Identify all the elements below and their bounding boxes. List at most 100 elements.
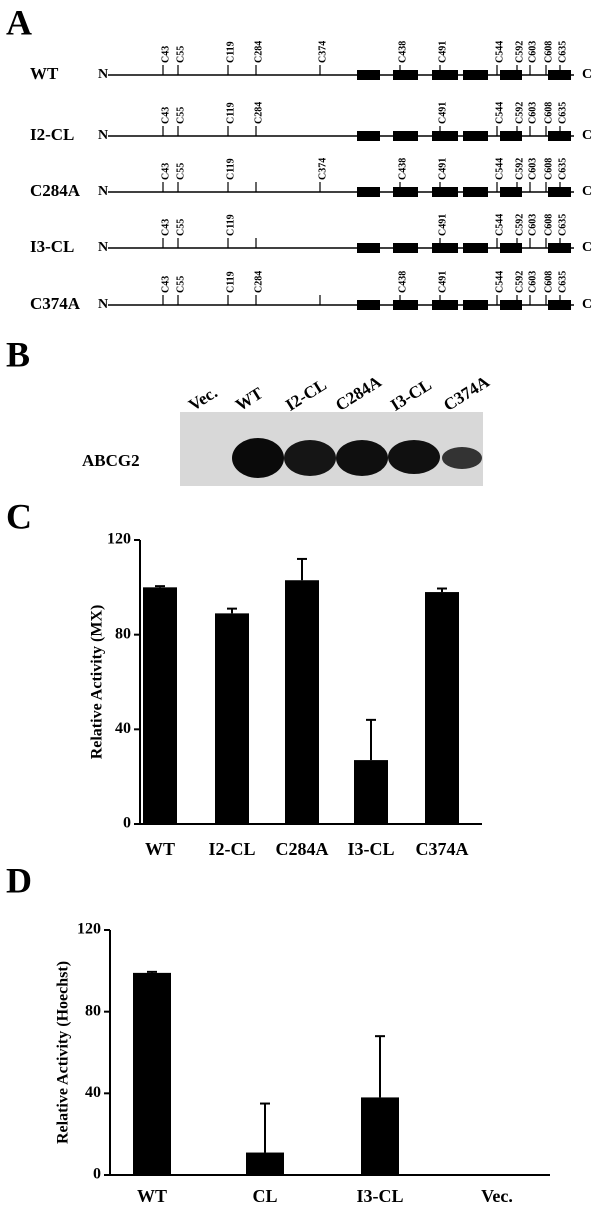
cys-label: C119 bbox=[225, 214, 236, 236]
tm-segment bbox=[432, 187, 458, 197]
bar bbox=[425, 592, 459, 824]
tm-segment bbox=[357, 243, 380, 253]
tm-segment bbox=[393, 243, 418, 253]
blot-protein-label: ABCG2 bbox=[82, 451, 140, 470]
lane-label: C284A bbox=[332, 372, 385, 415]
blot-band bbox=[232, 438, 284, 478]
cys-label: C119 bbox=[225, 102, 236, 124]
tm-segment bbox=[500, 243, 522, 253]
cys-label: C284 bbox=[253, 41, 264, 63]
cys-label: C43 bbox=[160, 276, 171, 293]
construct-name: I3-CL bbox=[30, 237, 74, 256]
n-terminus: N bbox=[98, 240, 108, 255]
cys-label: C608 bbox=[543, 158, 554, 180]
tm-segment bbox=[463, 187, 488, 197]
n-terminus: N bbox=[98, 128, 108, 143]
n-terminus: N bbox=[98, 67, 108, 82]
tm-segment bbox=[500, 70, 522, 80]
cys-label: C438 bbox=[397, 271, 408, 293]
y-axis-label: Relative Activity (MX) bbox=[89, 605, 106, 760]
construct-name: I2-CL bbox=[30, 125, 74, 144]
cys-label: C491 bbox=[437, 41, 448, 63]
cys-label: C119 bbox=[225, 41, 236, 63]
x-tick-label: WT bbox=[137, 1186, 167, 1206]
panel-letter: B bbox=[6, 334, 30, 374]
bar bbox=[285, 580, 319, 824]
tm-segment bbox=[463, 300, 488, 310]
x-tick-label: I3-CL bbox=[347, 839, 394, 859]
cys-label: C55 bbox=[175, 219, 186, 236]
bar bbox=[215, 613, 249, 824]
c-terminus: C bbox=[582, 240, 592, 255]
lane-label: I2-CL bbox=[282, 375, 330, 415]
x-tick-label: Vec. bbox=[481, 1186, 513, 1206]
cys-label: C491 bbox=[437, 214, 448, 236]
panel-letter: C bbox=[6, 496, 32, 536]
cys-label: C43 bbox=[160, 107, 171, 124]
cys-label: C603 bbox=[527, 214, 538, 236]
cys-label: C438 bbox=[397, 41, 408, 63]
bar bbox=[246, 1152, 284, 1175]
tm-segment bbox=[500, 187, 522, 197]
tm-segment bbox=[432, 70, 458, 80]
y-tick-label: 120 bbox=[77, 921, 101, 938]
cys-label: C544 bbox=[494, 41, 505, 63]
cys-label: C592 bbox=[514, 41, 525, 63]
cys-label: C608 bbox=[543, 102, 554, 124]
cys-label: C43 bbox=[160, 163, 171, 180]
y-axis-label: Relative Activity (Hoechst) bbox=[55, 961, 72, 1144]
cys-label: C635 bbox=[557, 158, 568, 180]
lane-label: Vec. bbox=[185, 383, 221, 415]
tm-segment bbox=[357, 70, 380, 80]
y-tick-label: 0 bbox=[123, 815, 131, 832]
tm-segment bbox=[357, 187, 380, 197]
cys-label: C608 bbox=[543, 271, 554, 293]
x-tick-label: C374A bbox=[416, 839, 469, 859]
tm-segment bbox=[432, 243, 458, 253]
x-tick-label: I3-CL bbox=[356, 1186, 403, 1206]
construct-name: C374A bbox=[30, 294, 81, 313]
bar bbox=[361, 1097, 399, 1175]
c-terminus: C bbox=[582, 297, 592, 312]
cys-label: C592 bbox=[514, 158, 525, 180]
cys-label: C55 bbox=[175, 107, 186, 124]
cys-label: C491 bbox=[437, 102, 448, 124]
cys-label: C608 bbox=[543, 41, 554, 63]
x-tick-label: I2-CL bbox=[208, 839, 255, 859]
bar bbox=[354, 760, 388, 824]
cys-label: C635 bbox=[557, 41, 568, 63]
c-terminus: C bbox=[582, 128, 592, 143]
cys-label: C603 bbox=[527, 102, 538, 124]
cys-label: C544 bbox=[494, 271, 505, 293]
blot-band bbox=[284, 440, 336, 476]
y-tick-label: 80 bbox=[85, 1002, 101, 1019]
cys-label: C284 bbox=[253, 102, 264, 124]
cys-label: C592 bbox=[514, 102, 525, 124]
c-terminus: C bbox=[582, 67, 592, 82]
tm-segment bbox=[432, 300, 458, 310]
cys-label: C544 bbox=[494, 214, 505, 236]
tm-segment bbox=[393, 187, 418, 197]
tm-segment bbox=[357, 300, 380, 310]
cys-label: C438 bbox=[397, 158, 408, 180]
cys-label: C544 bbox=[494, 158, 505, 180]
y-tick-label: 0 bbox=[93, 1166, 101, 1183]
tm-segment bbox=[393, 131, 418, 141]
cys-label: C592 bbox=[514, 271, 525, 293]
construct-name: C284A bbox=[30, 181, 81, 200]
n-terminus: N bbox=[98, 184, 108, 199]
cys-label: C284 bbox=[253, 271, 264, 293]
tm-segment bbox=[500, 131, 522, 141]
tm-segment bbox=[463, 243, 488, 253]
cys-label: C603 bbox=[527, 271, 538, 293]
cys-label: C491 bbox=[437, 271, 448, 293]
blot-band bbox=[442, 447, 482, 469]
c-terminus: C bbox=[582, 184, 592, 199]
tm-segment bbox=[500, 300, 522, 310]
x-tick-label: C284A bbox=[276, 839, 329, 859]
panel-letter: A bbox=[6, 2, 32, 42]
cys-label: C608 bbox=[543, 214, 554, 236]
y-tick-label: 40 bbox=[85, 1084, 101, 1101]
cys-label: C603 bbox=[527, 41, 538, 63]
x-tick-label: WT bbox=[145, 839, 175, 859]
